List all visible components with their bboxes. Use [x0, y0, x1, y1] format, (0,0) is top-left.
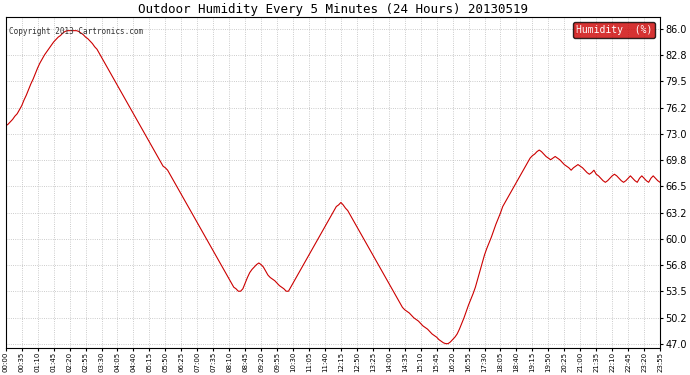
Legend: Humidity  (%): Humidity (%)	[573, 22, 655, 38]
Text: Copyright 2013 Cartronics.com: Copyright 2013 Cartronics.com	[9, 27, 143, 36]
Title: Outdoor Humidity Every 5 Minutes (24 Hours) 20130519: Outdoor Humidity Every 5 Minutes (24 Hou…	[138, 3, 528, 16]
